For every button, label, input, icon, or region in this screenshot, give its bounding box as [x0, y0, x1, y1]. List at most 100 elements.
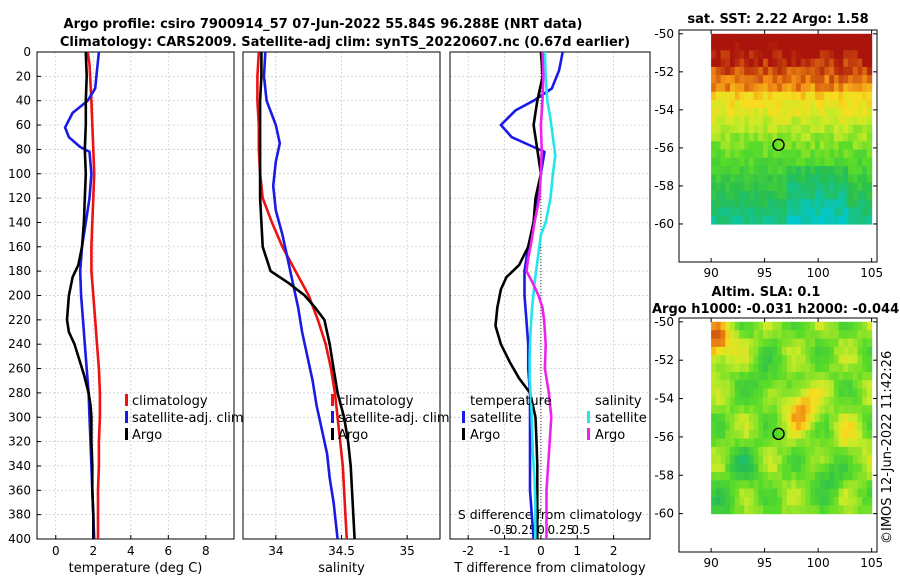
heatmap-cell: [748, 413, 755, 423]
heatmap-cell: [838, 66, 844, 76]
heatmap-cell: [786, 99, 792, 109]
heatmap-cell: [805, 497, 811, 506]
heatmap-cell: [815, 199, 821, 209]
heatmap-cell: [810, 488, 816, 498]
x-tick-label: 1: [573, 544, 581, 558]
heatmap-cell: [715, 446, 722, 456]
heatmap-cell: [748, 190, 755, 200]
heatmap-cell: [824, 355, 830, 365]
heatmap-cell: [791, 355, 797, 365]
heatmap-cell: [763, 338, 769, 348]
heatmap-cell: [852, 199, 859, 209]
heatmap-cell: [711, 141, 717, 151]
heatmap-cell: [843, 58, 849, 68]
heatmap-cell: [829, 330, 835, 340]
heatmap-cell: [791, 321, 797, 331]
heatmap-cell: [829, 75, 835, 84]
heatmap-cell: [852, 83, 859, 93]
heatmap-cell: [862, 380, 868, 390]
heatmap-cell: [786, 141, 792, 151]
legend-swatch-argo: [125, 428, 128, 440]
heatmap-cell: [848, 430, 854, 440]
heatmap-cell: [838, 141, 844, 151]
heatmap-cell: [739, 91, 745, 101]
heatmap-cell: [730, 174, 736, 184]
heatmap-cell: [720, 33, 726, 43]
heatmap-cell: [833, 215, 840, 225]
heatmap-cell: [763, 505, 769, 515]
heatmap-cell: [838, 480, 844, 490]
heatmap-cell: [720, 471, 726, 481]
heatmap-cell: [866, 505, 873, 515]
heatmap-cell: [725, 421, 731, 431]
heatmap-cell: [857, 463, 863, 473]
heatmap-cell: [744, 124, 750, 134]
heatmap-cell: [824, 190, 830, 200]
heatmap-cell: [744, 108, 750, 118]
heatmap-cell: [791, 346, 797, 356]
heatmap-cell: [734, 91, 740, 101]
heatmap-cell: [772, 58, 778, 68]
heatmap-cell: [763, 346, 769, 356]
heatmap-cell: [796, 174, 802, 184]
heatmap-cell: [862, 388, 868, 398]
heatmap-cell: [866, 396, 873, 406]
heatmap-cell: [833, 421, 840, 431]
heatmap-cell: [767, 141, 774, 151]
heatmap-cell: [805, 50, 811, 60]
heatmap-cell: [730, 497, 736, 506]
heatmap-cell: [767, 99, 774, 109]
heatmap-cell: [819, 42, 825, 51]
heatmap-cell: [838, 363, 844, 373]
heatmap-cell: [767, 355, 774, 365]
heatmap-cell: [725, 480, 731, 490]
heatmap-cell: [786, 91, 792, 101]
heatmap-cell: [848, 157, 854, 167]
heatmap-cell: [763, 380, 769, 390]
heatmap-cell: [748, 405, 755, 415]
heatmap-cell: [862, 182, 868, 192]
heatmap-cell: [744, 413, 750, 423]
heatmap-cell: [810, 380, 816, 390]
heatmap-cell: [866, 321, 873, 331]
heatmap-cell: [739, 83, 745, 93]
heatmap-cell: [730, 505, 736, 515]
y-tick-label: 40: [16, 94, 31, 108]
heatmap-cell: [739, 330, 745, 340]
figure-title-line1: Argo profile: csiro 7900914_57 07-Jun-20…: [64, 17, 583, 32]
heatmap-cell: [810, 99, 816, 109]
heatmap-cell: [810, 405, 816, 415]
heatmap-cell: [786, 388, 792, 398]
heatmap-cell: [815, 124, 821, 134]
heatmap-cell: [763, 108, 769, 118]
heatmap-cell: [763, 42, 769, 51]
heatmap-cell: [725, 33, 731, 43]
heatmap-cell: [796, 363, 802, 373]
heatmap-cell: [824, 83, 830, 93]
heatmap-cell: [763, 166, 769, 175]
heatmap-cell: [753, 438, 759, 448]
heatmap-cell: [805, 33, 811, 43]
heatmap-cell: [857, 199, 863, 209]
heatmap-cell: [848, 380, 854, 390]
heatmap-cell: [786, 174, 792, 184]
y-tick-label: -50: [654, 315, 674, 329]
heatmap-cell: [805, 199, 811, 209]
sst-map: 90 95 100 105-50-52-54-56-58-60: [654, 27, 883, 280]
heatmap-cell: [725, 396, 731, 406]
heatmap-cell: [800, 91, 807, 101]
heatmap-cell: [852, 463, 859, 473]
heatmap-cell: [777, 338, 783, 348]
argo-location-marker: [772, 427, 785, 441]
heatmap-cell: [744, 50, 750, 60]
heatmap-cell: [862, 207, 868, 217]
heatmap-cell: [758, 58, 764, 68]
heatmap-cell: [720, 363, 726, 373]
heatmap-cell: [730, 388, 736, 398]
heatmap-cell: [772, 182, 778, 192]
heatmap-cell: [848, 338, 854, 348]
heatmap-cell: [734, 116, 740, 126]
heatmap-cell: [734, 388, 740, 398]
heatmap-cell: [824, 199, 830, 209]
heatmap-cell: [810, 446, 816, 456]
